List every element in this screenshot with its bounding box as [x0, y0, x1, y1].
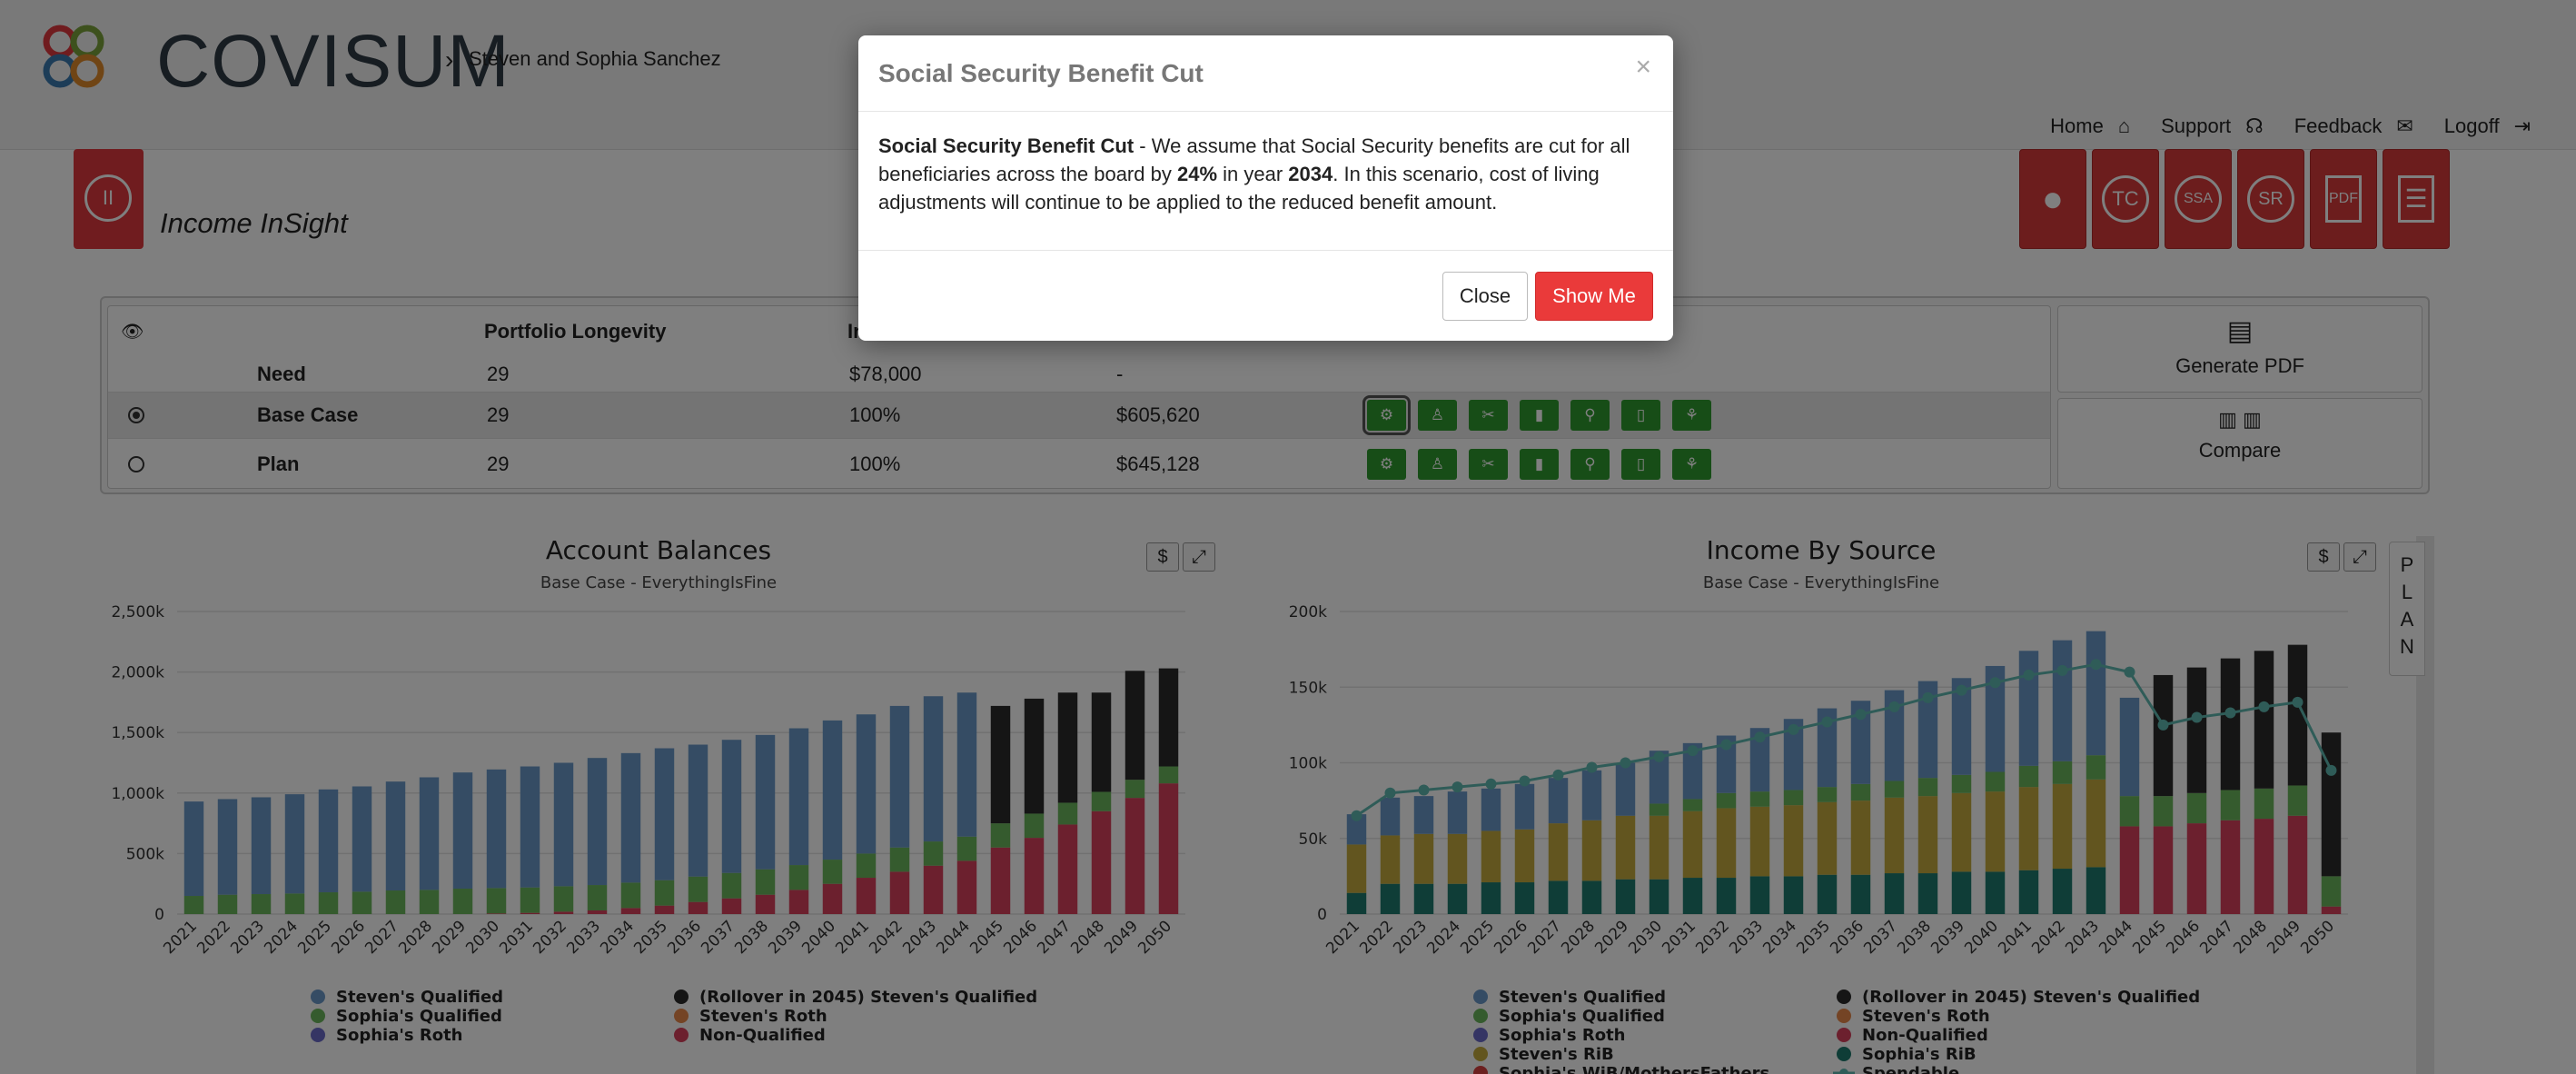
ss-benefit-cut-modal: Social Security Benefit Cut × Social Sec… — [858, 35, 1673, 341]
modal-title: Social Security Benefit Cut — [878, 59, 1204, 87]
modal-header: Social Security Benefit Cut × — [858, 35, 1673, 112]
show-me-button[interactable]: Show Me — [1535, 272, 1653, 321]
modal-body: Social Security Benefit Cut - We assume … — [878, 134, 1630, 214]
close-button[interactable]: Close — [1442, 272, 1528, 321]
close-icon[interactable]: × — [1635, 52, 1651, 82]
modal-footer — [858, 250, 1673, 341]
